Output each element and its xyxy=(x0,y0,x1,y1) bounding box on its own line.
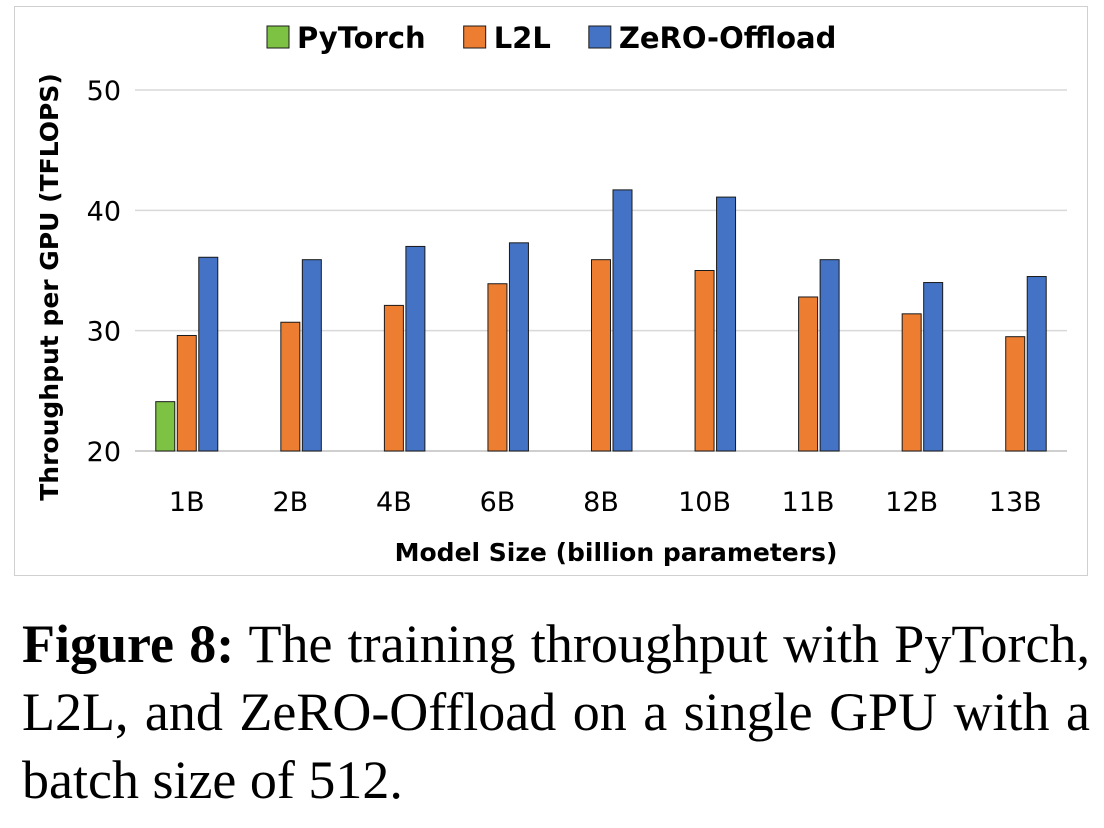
bar-l2l-1b xyxy=(176,334,197,452)
legend-swatch-pytorch xyxy=(266,25,290,49)
y-tick-label: 20 xyxy=(87,437,121,468)
legend-label-l2l: L2L xyxy=(494,21,551,55)
x-tick-label: 4B xyxy=(376,487,412,518)
bar-l2l-11b xyxy=(798,296,819,452)
legend-swatch-l2l xyxy=(463,25,487,49)
bar-l2l-4b xyxy=(383,304,404,452)
x-tick-label: 10B xyxy=(678,487,731,518)
bar-zero-offload-11b xyxy=(819,259,840,452)
bar-l2l-10b xyxy=(694,270,715,452)
bar-l2l-8b xyxy=(591,259,611,452)
bar-zero-offload-13b xyxy=(1026,276,1047,452)
x-tick-label: 8B xyxy=(583,487,619,518)
y-tick-label: 30 xyxy=(87,317,121,348)
bar-l2l-13b xyxy=(1005,336,1026,452)
caption-text: The training throughput with PyTorch, L2… xyxy=(22,614,1090,810)
bar-zero-offload-10b xyxy=(716,196,737,452)
x-tick-label: 12B xyxy=(885,487,938,518)
y-tick-label: 40 xyxy=(87,196,121,227)
figure-caption: Figure 8: The training throughput with P… xyxy=(22,610,1090,814)
bar-l2l-12b xyxy=(901,313,922,452)
bar-zero-offload-6b xyxy=(508,242,529,452)
x-axis-title: Model Size (billion parameters) xyxy=(395,538,838,567)
y-tick-label: 50 xyxy=(87,76,121,107)
legend-label-zero-offload: ZeRO-Offload xyxy=(619,21,837,55)
bar-chart: 20 30 40 50 1B 2B 4B 6B 8B 10B 11B 12B 13B Model Size… xyxy=(35,21,1067,567)
bar-pytorch-1b xyxy=(155,401,176,452)
y-axis-title: Throughput per GPU (TFLOPS) xyxy=(35,73,64,501)
bar-zero-offload-8b xyxy=(612,189,633,452)
x-tick-label: 6B xyxy=(480,487,516,518)
legend-label-pytorch: PyTorch xyxy=(297,21,426,55)
caption-label: Figure 8: xyxy=(22,614,235,674)
bar-zero-offload-1b xyxy=(198,256,219,452)
bar-zero-offload-12b xyxy=(923,282,944,452)
x-tick-label: 1B xyxy=(169,487,205,518)
bar-l2l-2b xyxy=(280,321,301,452)
bar-zero-offload-2b xyxy=(301,259,322,452)
bar-zero-offload-4b xyxy=(405,245,426,452)
x-tick-label: 13B xyxy=(989,487,1042,518)
x-tick-label: 2B xyxy=(272,487,308,518)
x-tick-label: 11B xyxy=(782,487,835,518)
bar-l2l-6b xyxy=(487,283,508,452)
chart-frame: 20 30 40 50 1B 2B 4B 6B 8B 10B 11B 12B 13B Model Size… xyxy=(14,6,1088,576)
legend-swatch-zero-offload xyxy=(588,25,612,49)
